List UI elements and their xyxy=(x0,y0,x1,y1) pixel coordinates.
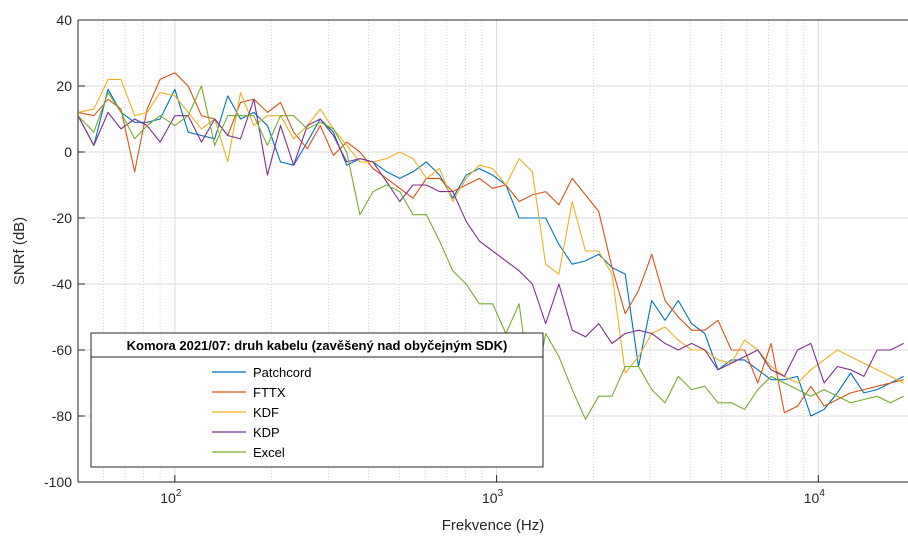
legend-items: Patchcord FTTX KDF KDP Excel xyxy=(212,365,312,460)
series-line-kdf xyxy=(77,78,904,384)
legend-title: Komora 2021/07: druh kabelu (zavěšený na… xyxy=(127,338,508,353)
axes xyxy=(77,19,908,483)
legend-label-fttx: FTTX xyxy=(253,385,286,400)
legend-label-kdp: KDP xyxy=(253,425,280,440)
x-tick-labels: 102 103 104 xyxy=(160,488,825,506)
y-tick-label: -20 xyxy=(52,210,72,226)
y-tick-label: 40 xyxy=(56,12,72,28)
series-line-kdp xyxy=(77,98,904,384)
legend-label-kdf: KDF xyxy=(253,405,279,420)
x-tick-label: 104 xyxy=(804,488,826,506)
legend-label-patchcord: Patchcord xyxy=(253,365,312,380)
series-group xyxy=(77,72,904,420)
y-tick-label: -100 xyxy=(44,474,72,490)
x-tick-label: 103 xyxy=(482,488,504,506)
y-tick-label: 0 xyxy=(64,144,72,160)
y-tick-label: 20 xyxy=(56,78,72,94)
y-tick-label: -80 xyxy=(52,408,72,424)
legend-label-excel: Excel xyxy=(253,445,285,460)
y-tick-label: -60 xyxy=(52,342,72,358)
legend-box xyxy=(90,332,544,468)
series-line-excel xyxy=(77,85,904,420)
x-axis-label: Frekvence (Hz) xyxy=(442,517,545,534)
legend: Komora 2021/07: druh kabelu (zavěšený na… xyxy=(90,332,544,468)
y-axis-label: SNRf (dB) xyxy=(11,217,28,285)
y-tick-label: -40 xyxy=(52,276,72,292)
x-tick-label: 102 xyxy=(160,488,182,506)
y-tick-labels: 40 20 0 -20 -40 -60 -80 -100 xyxy=(44,12,72,490)
